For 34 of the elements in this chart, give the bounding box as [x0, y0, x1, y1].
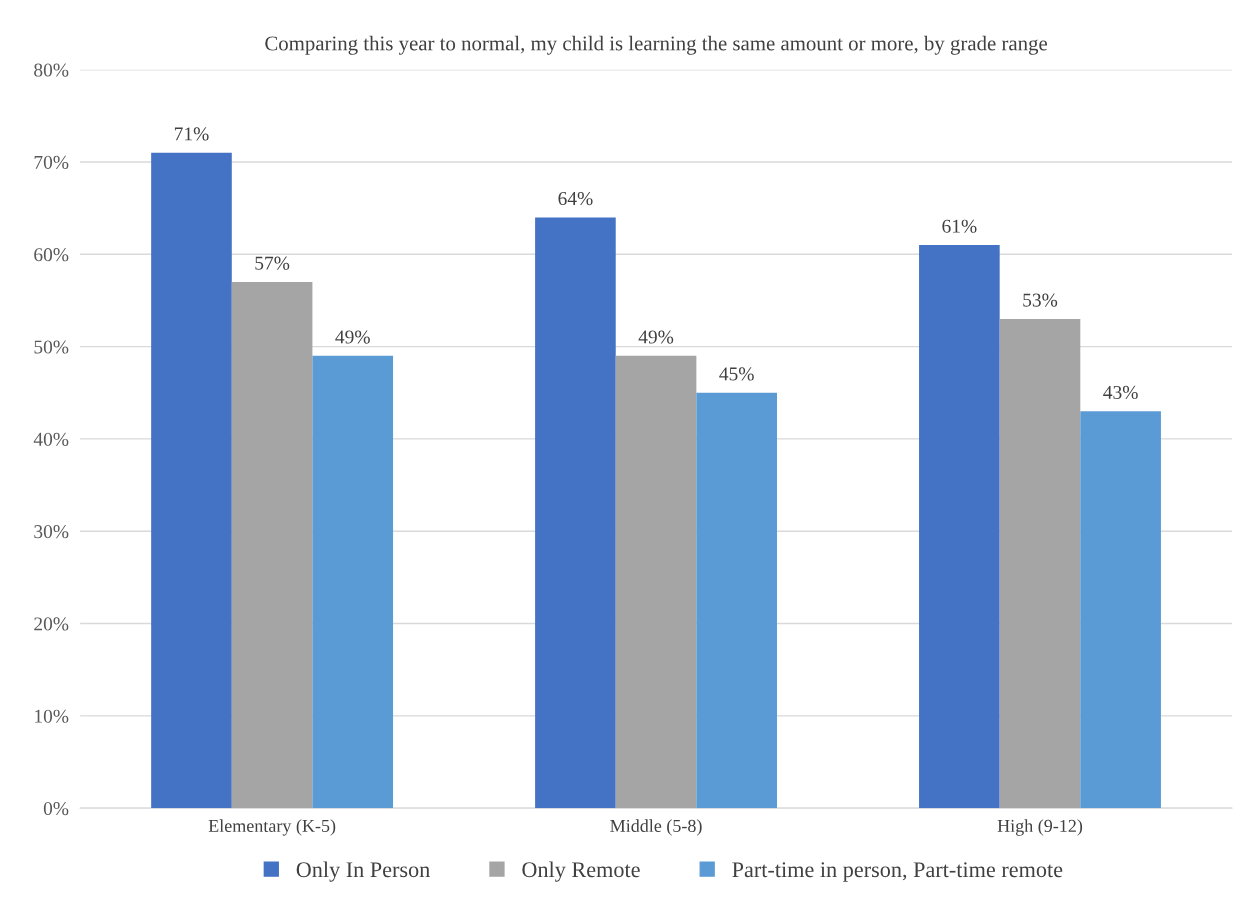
y-tick-label: 80%	[34, 63, 69, 77]
bar	[312, 355, 394, 809]
y-tick-label: 0%	[43, 801, 69, 816]
bar	[696, 392, 777, 809]
legend-label: Part-time in person, Part-time remote	[732, 862, 1063, 882]
y-tick-label: 70%	[34, 155, 69, 169]
bar	[151, 152, 232, 809]
text: 61%	[942, 219, 977, 233]
text: 71%	[174, 127, 209, 141]
bar	[231, 282, 313, 809]
y-tick-label: 40%	[33, 432, 69, 446]
text: 45%	[719, 367, 754, 381]
text: 64%	[558, 191, 593, 206]
x-tick-label: Middle (5-8)	[610, 819, 702, 836]
bar	[919, 245, 1000, 809]
bar	[999, 318, 1081, 809]
bar	[615, 355, 697, 809]
y-tick-label: 20%	[34, 617, 69, 631]
y-tick-label: 30%	[34, 525, 69, 539]
text: 57%	[255, 256, 290, 270]
legend-label: Only In Person	[296, 861, 430, 882]
legend-label: Only Remote	[522, 861, 640, 882]
text: 53%	[1023, 293, 1058, 307]
x-tick-label: High (9-12)	[997, 819, 1083, 836]
text: 49%	[335, 330, 370, 344]
bar	[1080, 411, 1161, 809]
y-tick-label: 60%	[34, 248, 69, 262]
text: 49%	[638, 330, 674, 344]
bar	[535, 217, 616, 809]
chart-title: Comparing this year to normal, my child is learning the same amount or more, by grade range	[265, 35, 1047, 55]
y-tick-label: 10%	[35, 709, 69, 723]
x-tick-label: Elementary (K-5)	[208, 819, 336, 836]
y-tick-label: 50%	[34, 340, 69, 354]
text: 43%	[1103, 385, 1138, 400]
